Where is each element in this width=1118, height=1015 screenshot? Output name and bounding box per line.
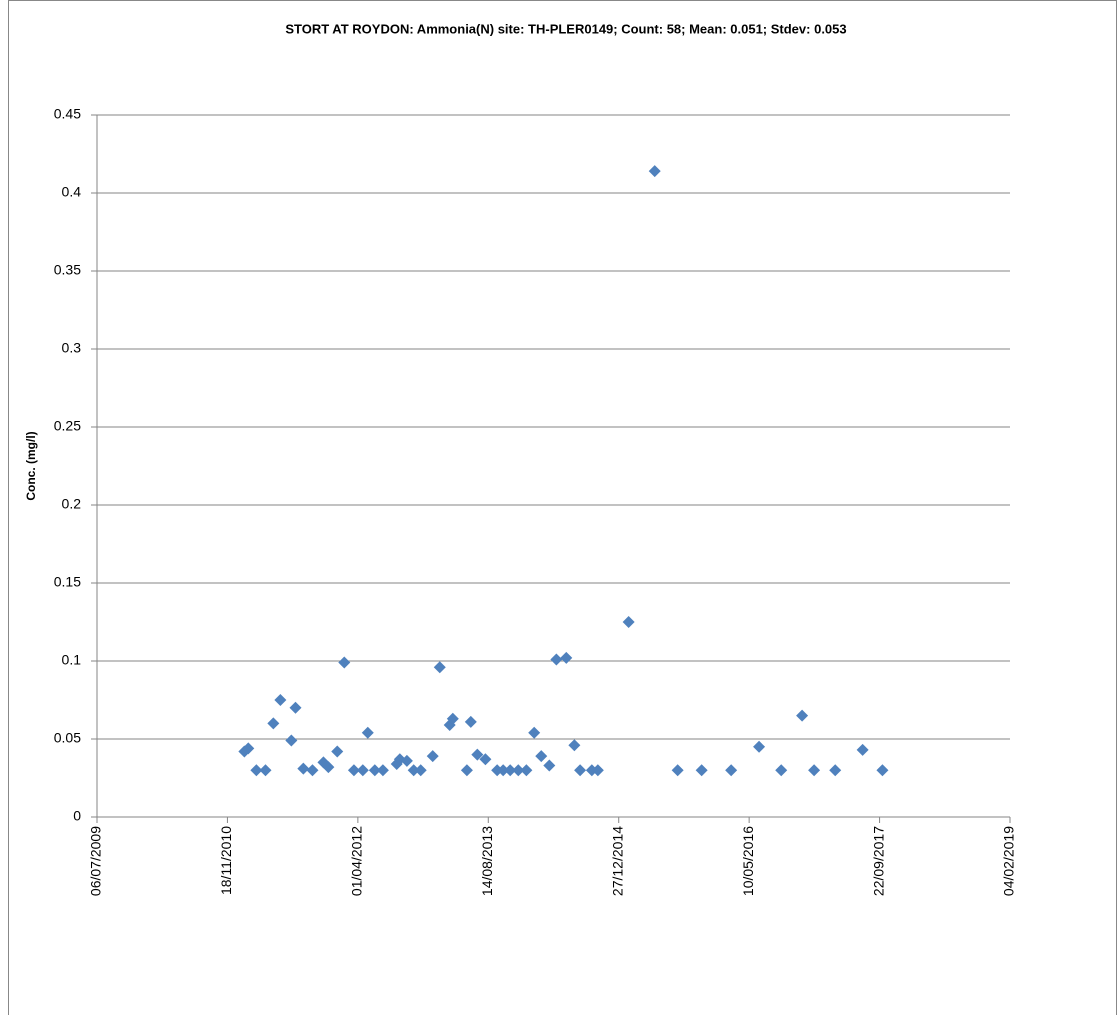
data-point xyxy=(471,748,484,761)
chart-border xyxy=(8,0,1117,1015)
chart-title: STORT AT ROYDON: Ammonia(N) site: TH-PLE… xyxy=(285,21,846,36)
data-point xyxy=(550,653,563,666)
y-tick-label: 0.45 xyxy=(54,106,81,122)
y-tick-label: 0 xyxy=(73,808,81,824)
x-tick-label: 04/02/2019 xyxy=(1001,826,1017,896)
data-point xyxy=(796,709,809,722)
data-point xyxy=(361,726,374,739)
data-point xyxy=(543,759,556,772)
data-point xyxy=(446,712,459,725)
data-point xyxy=(560,651,573,664)
data-point xyxy=(876,764,889,777)
data-point xyxy=(725,764,738,777)
data-point xyxy=(289,701,302,714)
data-point xyxy=(695,764,708,777)
data-point xyxy=(622,616,635,628)
data-point xyxy=(285,734,298,747)
x-tick-label: 18/11/2010 xyxy=(218,826,234,895)
data-point xyxy=(497,764,510,777)
data-point xyxy=(356,764,369,777)
y-tick-label: 0.25 xyxy=(54,418,81,434)
data-point xyxy=(267,717,280,730)
data-point xyxy=(242,742,255,755)
data-point xyxy=(528,726,541,739)
y-tick-label: 0.4 xyxy=(62,184,82,200)
data-point xyxy=(775,764,788,777)
data-point xyxy=(274,694,287,706)
x-tick-label: 14/08/2013 xyxy=(479,826,495,896)
data-point xyxy=(433,661,446,674)
data-point xyxy=(753,740,766,753)
data-point xyxy=(297,762,310,775)
data-point xyxy=(331,745,344,758)
data-point xyxy=(512,764,525,777)
data-point xyxy=(322,761,335,774)
data-point xyxy=(574,764,587,777)
data-point xyxy=(368,764,381,777)
data-point xyxy=(591,764,604,777)
data-point xyxy=(535,750,548,763)
data-point xyxy=(259,764,272,777)
data-point xyxy=(407,764,420,777)
y-tick-label: 0.2 xyxy=(62,496,82,512)
data-point xyxy=(376,764,389,777)
x-tick-label: 10/05/2016 xyxy=(740,826,756,896)
data-point xyxy=(671,764,684,777)
x-tick-label: 27/12/2014 xyxy=(609,826,625,896)
y-tick-label: 0.15 xyxy=(54,574,81,590)
data-point xyxy=(460,764,473,777)
data-point xyxy=(250,764,263,777)
x-tick-label: 01/04/2012 xyxy=(349,826,365,896)
data-point xyxy=(808,764,821,777)
data-point xyxy=(347,764,360,777)
data-point xyxy=(504,764,517,777)
data-point xyxy=(414,764,427,777)
data-point xyxy=(568,739,581,752)
x-tick-label: 22/09/2017 xyxy=(870,826,886,896)
data-point xyxy=(306,764,319,777)
data-point xyxy=(426,750,439,763)
data-point xyxy=(856,743,869,756)
data-point xyxy=(829,764,842,777)
y-tick-label: 0.1 xyxy=(62,652,82,668)
y-tick-label: 0.3 xyxy=(62,340,82,356)
data-point xyxy=(479,753,492,766)
x-tick-label: 06/07/2009 xyxy=(88,826,104,896)
data-point xyxy=(520,764,533,777)
y-axis-label: Conc. (mg/l) xyxy=(24,431,38,500)
data-point xyxy=(400,754,413,767)
y-tick-label: 0.35 xyxy=(54,262,81,278)
data-point xyxy=(464,715,477,728)
y-tick-label: 0.05 xyxy=(54,730,81,746)
data-point xyxy=(648,165,661,178)
data-point xyxy=(338,656,351,669)
